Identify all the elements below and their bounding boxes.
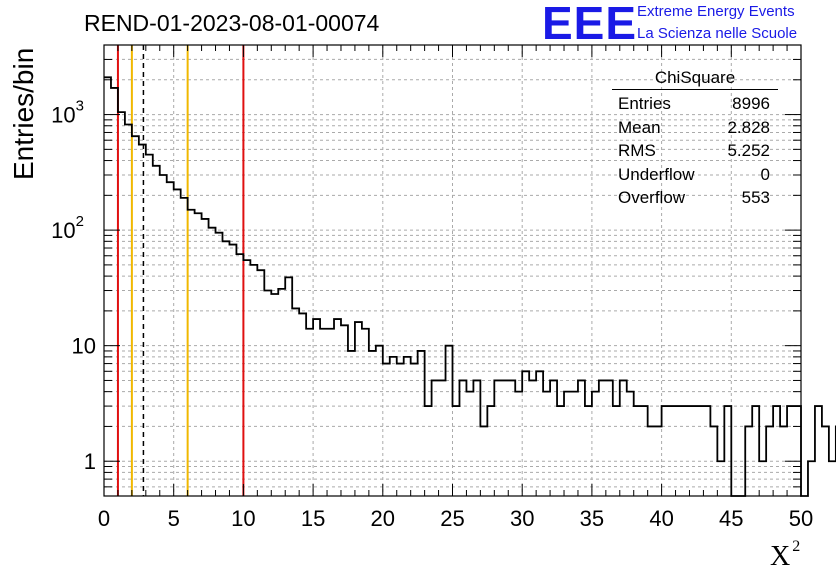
y-tick-label: 10 xyxy=(72,334,96,359)
x-axis-label-exponent: 2 xyxy=(792,538,801,555)
y-tick-label: 102 xyxy=(51,213,84,243)
stats-box: ChiSquare Entries 8996 Mean 2.828 RMS 5.252… xyxy=(612,68,778,210)
x-tick-label: 0 xyxy=(98,506,110,531)
x-tick-label: 35 xyxy=(580,506,604,531)
logo-line-1: Extreme Energy Events xyxy=(637,3,795,20)
reference-lines xyxy=(116,45,245,496)
logo-line-2: La Scienza nelle Scuole xyxy=(637,25,798,42)
chart-title: REND-01-2023-08-01-00074 xyxy=(84,10,380,36)
x-tick-label: 45 xyxy=(719,506,743,531)
axes: 0 5 10 15 20 25 30 35 40 45 50 1 10 102 103 xyxy=(51,44,813,531)
eee-logo: EEE xyxy=(542,0,638,49)
x-tick-label: 20 xyxy=(371,506,395,531)
stats-value: 2.828 xyxy=(727,117,770,137)
x-tick-label: 40 xyxy=(649,506,673,531)
stats-value: 0 xyxy=(760,164,770,184)
stats-value: 5.252 xyxy=(727,141,770,160)
stats-row: RMS 5.252 xyxy=(612,139,778,163)
grid-lines xyxy=(104,45,801,496)
stats-row: Underflow 0 xyxy=(612,163,778,187)
stats-label: Mean xyxy=(618,117,661,137)
x-tick-label: 15 xyxy=(301,506,325,531)
x-tick-label: 25 xyxy=(440,506,464,531)
stats-value: 8996 xyxy=(732,94,770,113)
x-tick-label: 30 xyxy=(510,506,534,531)
stats-label: Entries xyxy=(618,94,671,113)
stats-label: RMS xyxy=(618,141,656,160)
x-tick-label: 5 xyxy=(168,506,180,531)
stats-row: Mean 2.828 xyxy=(612,116,778,140)
stats-box-name: ChiSquare xyxy=(612,68,778,90)
histogram-outline xyxy=(104,76,836,497)
y-tick-label: 1 xyxy=(84,449,96,474)
x-axis-label-base: X xyxy=(770,541,791,572)
histogram xyxy=(104,76,836,497)
x-tick-label: 10 xyxy=(231,506,255,531)
stats-row: Overflow 553 xyxy=(612,186,778,210)
y-tick-label: 103 xyxy=(51,98,84,128)
stats-value: 553 xyxy=(741,188,770,207)
stats-label: Overflow xyxy=(618,188,686,207)
stats-label: Underflow xyxy=(618,164,695,184)
stats-row: Entries 8996 xyxy=(612,92,778,116)
x-tick-label: 50 xyxy=(789,506,813,531)
